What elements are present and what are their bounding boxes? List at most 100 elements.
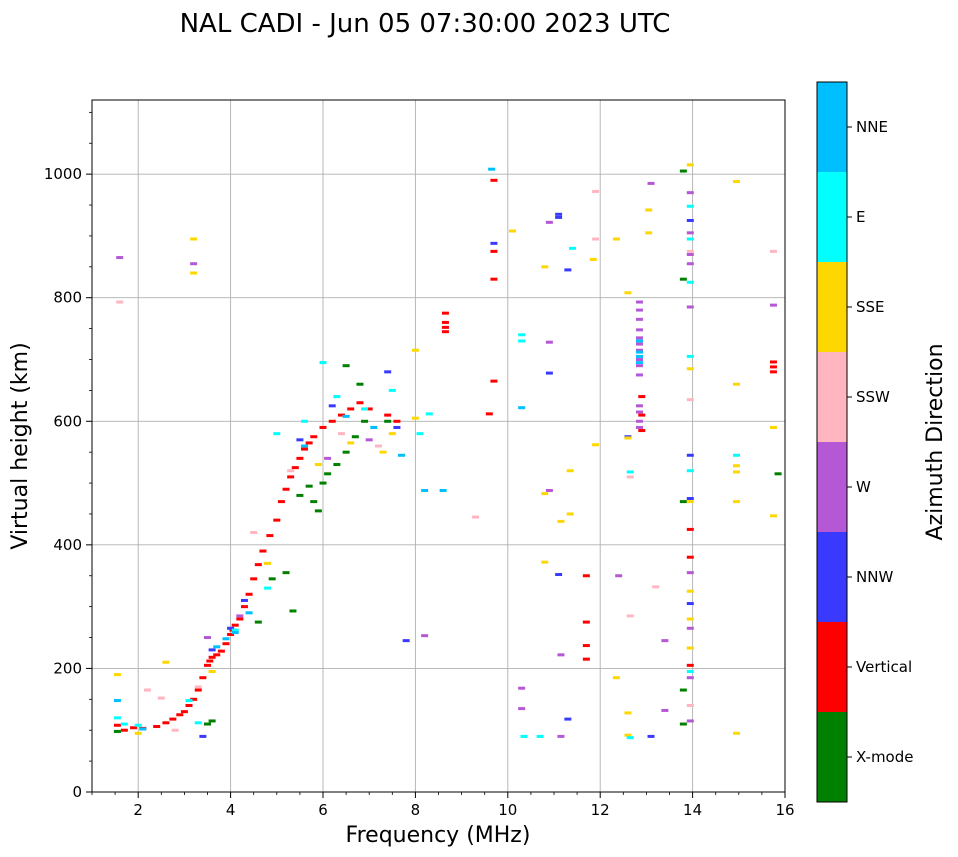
data-point <box>564 717 572 721</box>
data-point <box>190 262 198 266</box>
data-point <box>273 432 281 436</box>
data-point <box>190 697 198 701</box>
data-point <box>686 571 694 575</box>
data-point <box>204 636 211 640</box>
x-tick-label: 12 <box>591 801 610 819</box>
data-point <box>686 218 694 222</box>
data-point <box>314 509 322 513</box>
data-point <box>568 246 576 250</box>
data-point <box>485 412 493 416</box>
colorbar-segment <box>817 712 847 802</box>
data-point <box>194 721 202 725</box>
data-point <box>162 660 170 664</box>
data-point <box>130 726 138 730</box>
data-point <box>541 492 549 496</box>
data-point <box>402 639 410 643</box>
data-point <box>686 500 694 504</box>
data-point <box>310 435 318 439</box>
colorbar-segment <box>817 262 847 352</box>
data-point <box>541 560 549 564</box>
data-point <box>337 432 345 436</box>
data-point <box>686 497 694 501</box>
data-point <box>652 585 660 589</box>
data-point <box>582 644 590 648</box>
data-point <box>254 563 262 567</box>
data-point <box>301 447 309 451</box>
data-point <box>557 653 565 657</box>
data-point <box>421 634 429 638</box>
data-point <box>342 450 350 454</box>
colorbar-label: SSE <box>856 298 885 316</box>
data-point <box>557 519 565 523</box>
data-point <box>686 589 694 593</box>
data-point <box>635 317 643 321</box>
data-point <box>236 614 244 618</box>
colorbar-label: E <box>856 208 865 226</box>
data-point <box>686 398 694 402</box>
data-point <box>250 577 258 581</box>
data-point <box>254 620 262 624</box>
data-point <box>342 364 350 368</box>
data-point <box>213 645 221 649</box>
data-point <box>592 237 600 241</box>
data-point <box>319 361 327 365</box>
data-point <box>686 719 694 723</box>
data-point <box>314 463 322 467</box>
data-point <box>555 215 563 219</box>
data-point <box>227 632 235 636</box>
data-point <box>289 609 297 613</box>
data-point <box>157 696 165 700</box>
data-point <box>282 487 290 491</box>
data-point <box>589 257 597 261</box>
data-point <box>638 413 646 417</box>
data-point <box>545 220 553 224</box>
data-point <box>337 413 345 417</box>
data-point <box>520 734 528 738</box>
data-point <box>686 280 694 284</box>
data-point <box>635 425 643 429</box>
data-point <box>356 401 364 405</box>
data-point <box>273 518 281 522</box>
data-point <box>153 725 161 729</box>
data-point <box>116 256 124 260</box>
data-point <box>686 191 694 195</box>
data-point <box>194 688 202 692</box>
x-tick-label: 10 <box>498 801 517 819</box>
y-tick-label: 1000 <box>44 165 82 183</box>
series-nnw <box>199 212 694 738</box>
data-point <box>679 277 687 281</box>
data-point <box>635 350 643 354</box>
data-point <box>296 493 304 497</box>
data-point <box>686 527 694 531</box>
data-point <box>245 611 253 615</box>
data-point <box>361 419 369 423</box>
data-point <box>227 626 235 630</box>
data-point <box>185 704 193 707</box>
data-point <box>199 676 207 680</box>
data-point <box>441 330 449 334</box>
data-point <box>490 241 498 245</box>
data-point <box>686 676 694 680</box>
y-axis-label: Virtual height (km) <box>8 342 33 549</box>
series-vertical <box>113 178 777 732</box>
data-point <box>213 653 221 657</box>
data-point <box>113 729 121 733</box>
data-point <box>342 414 350 418</box>
colorbar-segment <box>817 532 847 622</box>
data-point <box>169 717 177 721</box>
data-point <box>545 488 553 492</box>
data-point <box>518 333 526 337</box>
data-point <box>116 300 124 304</box>
data-point <box>566 469 574 473</box>
data-point <box>635 361 643 365</box>
data-point <box>411 348 419 352</box>
data-point <box>384 419 392 423</box>
data-point <box>638 429 646 433</box>
data-point <box>134 731 142 735</box>
colorbar-segment <box>817 622 847 712</box>
data-point <box>282 571 290 575</box>
data-point <box>190 237 198 241</box>
data-point <box>635 419 643 423</box>
data-point <box>259 549 267 553</box>
